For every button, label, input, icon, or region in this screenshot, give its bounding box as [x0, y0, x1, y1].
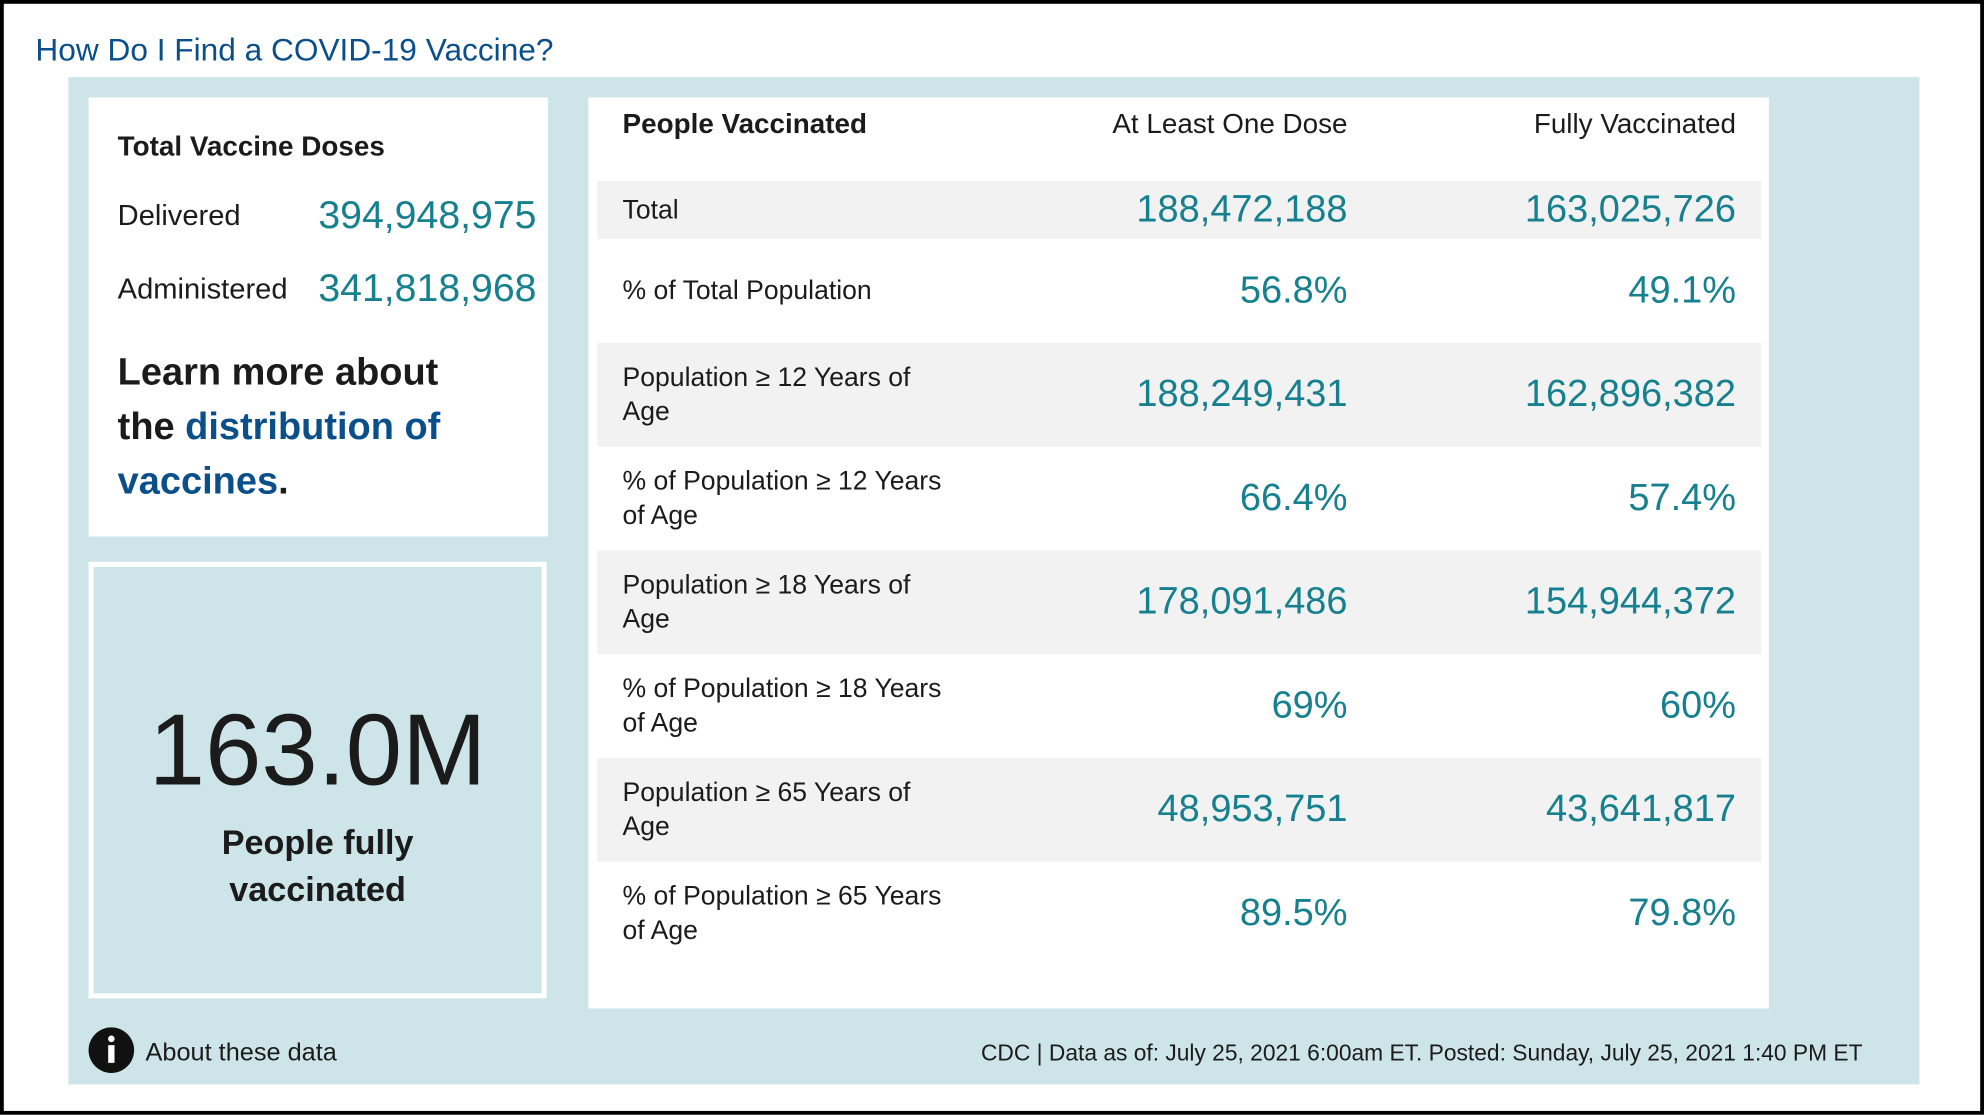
cell-value: 69%: [1271, 684, 1348, 727]
cell-value: 66.4%: [1239, 477, 1348, 519]
row-label: Population ≥ 18 Years of Age: [622, 570, 911, 634]
doses-label: Delivered: [117, 198, 241, 232]
cell-value: 162,896,382: [1524, 373, 1736, 416]
cell-value: 188,249,431: [1136, 373, 1348, 416]
doses-value: 341,818,968: [318, 265, 537, 310]
highlight-card: 163.0M People fully vaccinated: [88, 561, 547, 999]
row-label: % of Population ≥ 12 Years of Age: [622, 466, 942, 531]
table-row: Population ≥ 18 Years of Age 178,091,486 1…: [597, 550, 1762, 655]
learn-more-link[interactable]: distribution of vaccines: [117, 406, 441, 503]
cell-value: 188,472,188: [1136, 188, 1348, 231]
table-row: % of Total Population 56.8% 49.1%: [597, 239, 1761, 343]
source-note: CDC | Data as of: July 25, 2021 6:00am E…: [980, 1040, 1863, 1066]
learn-more-text: Learn more about the: [117, 351, 439, 448]
doses-card: Total Vaccine Doses Delivered 394,948,97…: [88, 97, 548, 537]
doses-title: Total Vaccine Doses: [117, 130, 385, 162]
highlight-value: 163.0M: [148, 693, 487, 806]
page-title[interactable]: How Do I Find a COVID-19 Vaccine?: [35, 32, 554, 69]
row-label: % of Population ≥ 18 Years of Age: [622, 674, 942, 738]
doses-value: 394,948,975: [318, 192, 537, 237]
table-row: Total 188,472,188 163,025,726: [597, 180, 1762, 240]
table: People Vaccinated At Least One Dose Full…: [588, 97, 1769, 1009]
learn-more-text: .: [278, 460, 289, 503]
row-label: Population ≥ 65 Years of Age: [622, 778, 911, 842]
learn-more: Learn more about the distribution of vac…: [118, 345, 498, 508]
cell-value: 79.8%: [1628, 892, 1736, 934]
doses-label: Administered: [117, 272, 288, 305]
info-icon[interactable]: [86, 1025, 137, 1076]
table-row: Population ≥ 65 Years of Age 48,953,751 43…: [597, 757, 1762, 862]
about-link[interactable]: About these data: [145, 1038, 337, 1067]
row-label: % of Total Population: [622, 276, 872, 306]
row-label: % of Population ≥ 65 Years of Age: [622, 881, 942, 946]
row-label: Total: [622, 195, 679, 225]
cell-value: 60%: [1660, 684, 1736, 727]
cell-value: 49.1%: [1628, 269, 1736, 312]
table-header: People Vaccinated At Least One Dose Full…: [597, 97, 1761, 155]
cell-value: 57.4%: [1628, 477, 1736, 519]
header-cell: Fully Vaccinated: [1533, 107, 1736, 140]
header-cell: At Least One Dose: [1112, 107, 1348, 140]
table-row: % of Population ≥ 12 Years of Age 66.4% 57…: [597, 447, 1761, 551]
cell-value: 48,953,751: [1157, 788, 1348, 831]
cell-value: 56.8%: [1239, 269, 1348, 312]
cell-value: 178,091,486: [1136, 580, 1348, 623]
cell-value: 89.5%: [1239, 892, 1348, 934]
header-cell: People Vaccinated: [622, 107, 867, 140]
cell-value: 43,641,817: [1545, 788, 1736, 831]
table-row: Population ≥ 12 Years of Age 188,249,431 1…: [597, 342, 1762, 447]
table-row: % of Population ≥ 65 Years of Age 89.5% 79…: [597, 862, 1761, 966]
table-row: % of Population ≥ 18 Years of Age 69% 60%: [597, 654, 1761, 758]
cell-value: 154,944,372: [1524, 580, 1736, 623]
cell-value: 163,025,726: [1524, 188, 1736, 231]
row-label: Population ≥ 12 Years of Age: [622, 363, 911, 427]
highlight-label: People fully vaccinated: [221, 823, 414, 909]
